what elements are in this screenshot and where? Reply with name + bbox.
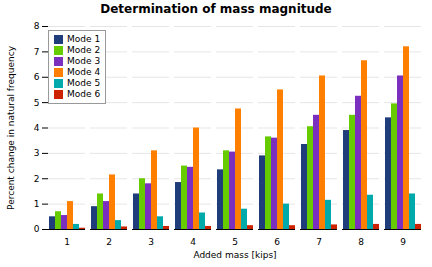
svg-text:4: 4 bbox=[34, 123, 40, 133]
svg-text:6: 6 bbox=[34, 72, 40, 82]
svg-text:8: 8 bbox=[358, 237, 364, 247]
svg-text:3: 3 bbox=[34, 148, 40, 158]
svg-text:9: 9 bbox=[400, 237, 406, 247]
html-text:Mode 1: Mode 1 bbox=[67, 34, 101, 44]
html-text:Mode 2: Mode 2 bbox=[67, 45, 101, 55]
svg-text:5: 5 bbox=[34, 98, 40, 108]
svg-text:7: 7 bbox=[34, 47, 40, 57]
svg-text:2: 2 bbox=[34, 174, 40, 184]
svg-text:5: 5 bbox=[232, 237, 238, 247]
html-text:Mode 4: Mode 4 bbox=[67, 67, 101, 77]
svg-text:1: 1 bbox=[34, 199, 40, 209]
svg-text:3: 3 bbox=[148, 237, 154, 247]
html-text:Determination of mass magnitud: Determination of mass magnitude bbox=[100, 2, 332, 16]
svg-text:Percent change in natural freq: Percent change in natural frequency bbox=[6, 45, 16, 210]
svg-text:7: 7 bbox=[316, 237, 322, 247]
svg-text:4: 4 bbox=[190, 237, 196, 247]
svg-text:Added mass [kips]: Added mass [kips] bbox=[193, 250, 276, 260]
svg-text:6: 6 bbox=[274, 237, 280, 247]
svg-text:8: 8 bbox=[34, 21, 40, 31]
html-text:Mode 6: Mode 6 bbox=[67, 89, 101, 99]
html-text:Mode 5: Mode 5 bbox=[67, 78, 101, 88]
svg-text:2: 2 bbox=[106, 237, 112, 247]
svg-text:0: 0 bbox=[34, 224, 40, 234]
svg-text:1: 1 bbox=[64, 237, 70, 247]
html-text:Mode 3: Mode 3 bbox=[67, 56, 101, 66]
